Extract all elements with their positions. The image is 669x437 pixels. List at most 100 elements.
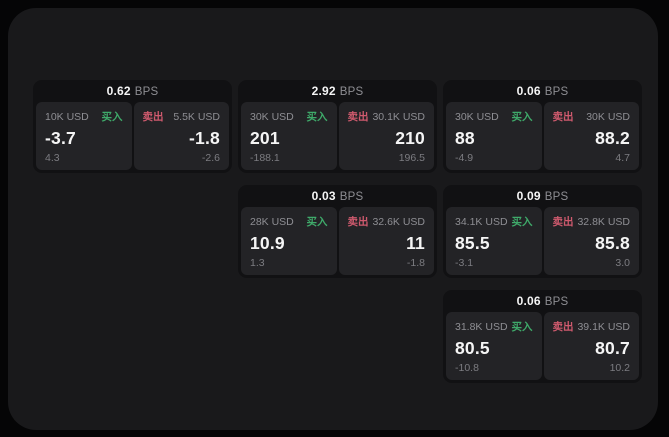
quote-card: 0.03 BPS 28K USD 买入 10.9 1.3 卖出 32.6K USD… — [238, 185, 437, 278]
buy-side-label: 买入 — [306, 216, 328, 228]
sell-side-label: 卖出 — [142, 111, 164, 123]
sell-change: 3.0 — [615, 257, 630, 269]
sell-change: 10.2 — [609, 362, 630, 374]
bps-unit-label: BPS — [339, 191, 364, 203]
sell-price: 11 — [406, 232, 425, 253]
buy-size-label: 34.1K USD — [455, 216, 508, 228]
quote-card: 0.06 BPS 31.8K USD 买入 80.5 -10.8 卖出 39.1K… — [443, 290, 642, 383]
buy-panel[interactable]: 30K USD 买入 201 -188.1 — [241, 102, 337, 170]
sell-panel-top: 卖出 5.5K USD — [143, 109, 221, 124]
card-body: 10K USD 买入 -3.7 4.3 卖出 5.5K USD -1.8 -2.… — [36, 102, 229, 170]
buy-side-label: 买入 — [306, 111, 328, 123]
app-window: 0.62 BPS 10K USD 买入 -3.7 4.3 卖出 5.5K USD … — [8, 8, 658, 430]
buy-panel-top: 28K USD 买入 — [250, 214, 328, 229]
buy-panel-top: 34.1K USD 买入 — [455, 214, 533, 229]
buy-change: 4.3 — [45, 152, 60, 164]
buy-change: -188.1 — [250, 152, 280, 164]
bps-value: 2.92 — [311, 84, 336, 98]
sell-size-label: 5.5K USD — [173, 111, 220, 123]
buy-price: 88 — [455, 127, 475, 148]
buy-panel[interactable]: 10K USD 买入 -3.7 4.3 — [36, 102, 132, 170]
buy-panel-top: 10K USD 买入 — [45, 109, 123, 124]
card-body: 30K USD 买入 201 -188.1 卖出 30.1K USD 210 1… — [241, 102, 434, 170]
sell-size-label: 30K USD — [586, 111, 630, 123]
sell-panel[interactable]: 卖出 32.8K USD 85.8 3.0 — [543, 207, 639, 275]
card-body: 31.8K USD 买入 80.5 -10.8 卖出 39.1K USD 80.… — [446, 312, 639, 380]
buy-size-label: 10K USD — [45, 111, 89, 123]
buy-price: -3.7 — [45, 127, 76, 148]
buy-size-label: 30K USD — [250, 111, 294, 123]
buy-panel-top: 31.8K USD 买入 — [455, 319, 533, 334]
card-body: 28K USD 买入 10.9 1.3 卖出 32.6K USD 11 -1.8 — [241, 207, 434, 275]
bps-value: 0.03 — [311, 189, 336, 203]
sell-panel[interactable]: 卖出 30.1K USD 210 196.5 — [338, 102, 434, 170]
sell-price: 80.7 — [595, 337, 630, 358]
sell-change: 4.7 — [615, 152, 630, 164]
buy-side-label: 买入 — [101, 111, 123, 123]
bps-unit-label: BPS — [339, 86, 364, 98]
buy-price: 85.5 — [455, 232, 490, 253]
buy-price: 201 — [250, 127, 280, 148]
card-header: 0.09 BPS — [446, 185, 639, 207]
sell-panel[interactable]: 卖出 39.1K USD 80.7 10.2 — [543, 312, 639, 380]
sell-panel-top: 卖出 32.8K USD — [553, 214, 631, 229]
bps-value: 0.06 — [516, 84, 541, 98]
card-body: 30K USD 买入 88 -4.9 卖出 30K USD 88.2 4.7 — [446, 102, 639, 170]
sell-panel[interactable]: 卖出 5.5K USD -1.8 -2.6 — [133, 102, 229, 170]
buy-change: -4.9 — [455, 152, 474, 164]
buy-panel-top: 30K USD 买入 — [455, 109, 533, 124]
quote-card: 0.62 BPS 10K USD 买入 -3.7 4.3 卖出 5.5K USD … — [33, 80, 232, 173]
quote-card: 2.92 BPS 30K USD 买入 201 -188.1 卖出 30.1K U… — [238, 80, 437, 173]
sell-panel[interactable]: 卖出 30K USD 88.2 4.7 — [543, 102, 639, 170]
card-header: 0.06 BPS — [446, 290, 639, 312]
buy-size-label: 30K USD — [455, 111, 499, 123]
bps-unit-label: BPS — [544, 296, 569, 308]
sell-side-label: 卖出 — [552, 216, 574, 228]
sell-size-label: 32.8K USD — [577, 216, 630, 228]
sell-side-label: 卖出 — [552, 321, 574, 333]
sell-price: 210 — [395, 127, 425, 148]
quote-card: 0.09 BPS 34.1K USD 买入 85.5 -3.1 卖出 32.8K … — [443, 185, 642, 278]
buy-side-label: 买入 — [511, 321, 533, 333]
buy-change: -10.8 — [455, 362, 479, 374]
sell-panel[interactable]: 卖出 32.6K USD 11 -1.8 — [338, 207, 434, 275]
card-header: 2.92 BPS — [241, 80, 434, 102]
buy-change: 1.3 — [250, 257, 265, 269]
buy-panel[interactable]: 30K USD 买入 88 -4.9 — [446, 102, 542, 170]
bps-value: 0.06 — [516, 294, 541, 308]
bps-unit-label: BPS — [544, 86, 569, 98]
sell-price: 85.8 — [595, 232, 630, 253]
quote-card: 0.06 BPS 30K USD 买入 88 -4.9 卖出 30K USD 88… — [443, 80, 642, 173]
card-body: 34.1K USD 买入 85.5 -3.1 卖出 32.8K USD 85.8… — [446, 207, 639, 275]
buy-panel[interactable]: 31.8K USD 买入 80.5 -10.8 — [446, 312, 542, 380]
bps-value: 0.62 — [106, 84, 131, 98]
sell-change: 196.5 — [398, 152, 425, 164]
buy-panel[interactable]: 34.1K USD 买入 85.5 -3.1 — [446, 207, 542, 275]
sell-panel-top: 卖出 30K USD — [553, 109, 631, 124]
card-header: 0.62 BPS — [36, 80, 229, 102]
cards-grid: 0.62 BPS 10K USD 买入 -3.7 4.3 卖出 5.5K USD … — [33, 80, 642, 383]
buy-size-label: 28K USD — [250, 216, 294, 228]
sell-price: -1.8 — [189, 127, 220, 148]
bps-value: 0.09 — [516, 189, 541, 203]
sell-side-label: 卖出 — [347, 111, 369, 123]
buy-price: 10.9 — [250, 232, 285, 253]
sell-side-label: 卖出 — [552, 111, 574, 123]
sell-size-label: 32.6K USD — [372, 216, 425, 228]
bps-unit-label: BPS — [134, 86, 159, 98]
sell-change: -1.8 — [406, 257, 425, 269]
sell-change: -2.6 — [201, 152, 220, 164]
sell-panel-top: 卖出 32.6K USD — [348, 214, 426, 229]
buy-size-label: 31.8K USD — [455, 321, 508, 333]
sell-size-label: 39.1K USD — [577, 321, 630, 333]
sell-size-label: 30.1K USD — [372, 111, 425, 123]
bps-unit-label: BPS — [544, 191, 569, 203]
buy-panel[interactable]: 28K USD 买入 10.9 1.3 — [241, 207, 337, 275]
buy-change: -3.1 — [455, 257, 474, 269]
buy-panel-top: 30K USD 买入 — [250, 109, 328, 124]
sell-price: 88.2 — [595, 127, 630, 148]
sell-panel-top: 卖出 30.1K USD — [348, 109, 426, 124]
sell-side-label: 卖出 — [347, 216, 369, 228]
buy-side-label: 买入 — [511, 216, 533, 228]
buy-price: 80.5 — [455, 337, 490, 358]
